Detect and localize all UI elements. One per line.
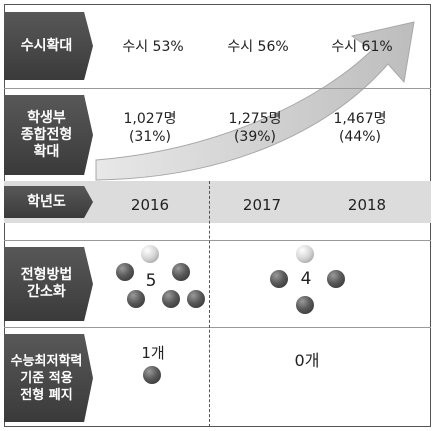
gray-ball-icon — [143, 366, 161, 384]
gray-ball-icon — [270, 270, 288, 288]
suneung-count-2016: 1개 — [141, 344, 165, 362]
label-suneung: 수능최저학력 기준 적용 전형 폐지 — [4, 334, 93, 422]
white-ball-icon — [296, 245, 314, 263]
suneung-count-2017: 0개 — [294, 351, 320, 370]
label-year: 학년도 — [4, 186, 93, 218]
gray-ball-icon — [172, 263, 190, 281]
hakjong-2017: 1,275명 (39%) — [228, 111, 282, 145]
gray-ball-icon — [127, 290, 145, 308]
year-2018: 2018 — [347, 196, 387, 214]
year-2017: 2017 — [242, 196, 282, 214]
gray-ball-icon — [296, 296, 314, 314]
year-divider — [209, 181, 210, 427]
label-susi: 수시확대 — [4, 12, 93, 80]
hakjong-2018: 1,467명 (44%) — [333, 111, 387, 145]
method-count-2016: 5 — [145, 271, 157, 291]
label-method: 전형방법 간소화 — [4, 247, 93, 321]
susi-2016: 수시 53% — [122, 39, 184, 55]
label-hakjong: 학생부 종합전형 확대 — [4, 95, 93, 175]
year-2016: 2016 — [130, 196, 170, 214]
gray-ball-icon — [162, 290, 180, 308]
method-count-2017: 4 — [300, 269, 312, 289]
row-separator — [4, 240, 431, 241]
row-separator — [4, 88, 431, 89]
white-ball-icon — [141, 245, 159, 263]
hakjong-2016: 1,027명 (31%) — [123, 111, 177, 145]
gray-ball-icon — [327, 270, 345, 288]
susi-2018: 수시 61% — [331, 39, 393, 55]
row-separator — [4, 327, 431, 328]
gray-ball-icon — [187, 290, 205, 308]
gray-ball-icon — [116, 263, 134, 281]
susi-2017: 수시 56% — [227, 39, 289, 55]
